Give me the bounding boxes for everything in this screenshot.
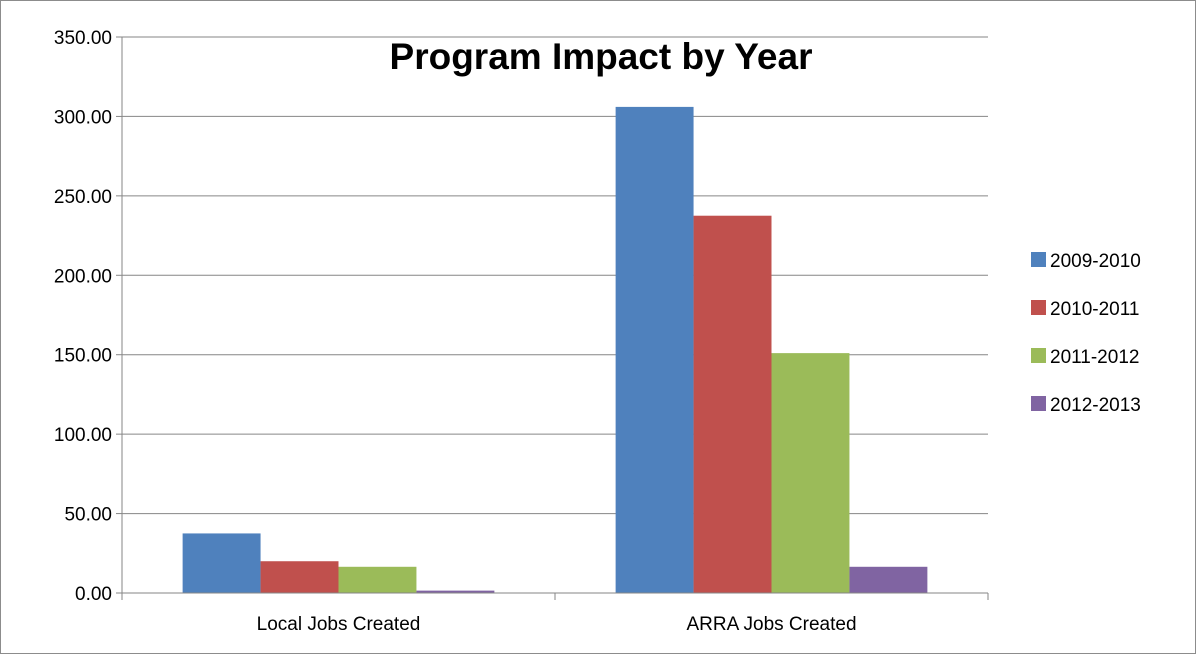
y-tick-label: 250.00 <box>54 187 112 208</box>
y-tick-labels: 0.00 50.00 100.00 150.00 200.00 250.00 300.00 3… <box>54 28 112 605</box>
x-category-labels: Local Jobs Created ARRA Jobs Created <box>257 614 857 635</box>
legend-label: 2011-2012 <box>1050 347 1139 368</box>
bar-2009-2010-local <box>182 533 261 593</box>
y-tick-label: 150.00 <box>54 346 112 367</box>
chart-title: Program Impact by Year <box>390 36 813 77</box>
y-tick-label: 0.00 <box>75 584 112 605</box>
legend-swatch <box>1031 252 1046 267</box>
legend-label: 2012-2013 <box>1050 395 1141 416</box>
bars <box>182 106 928 593</box>
bar-2010-2011-arra <box>693 215 772 593</box>
bar-2011-2012-arra <box>771 353 850 593</box>
x-category-label: Local Jobs Created <box>257 614 421 635</box>
legend-swatch <box>1031 396 1046 411</box>
bar-2012-2013-arra <box>849 566 928 593</box>
legend-swatch <box>1031 348 1046 363</box>
legend-label: 2009-2010 <box>1050 251 1141 272</box>
x-category-label: ARRA Jobs Created <box>686 614 856 635</box>
y-tick-label: 100.00 <box>54 425 112 446</box>
legend-label: 2010-2011 <box>1050 299 1139 320</box>
axes <box>116 36 989 600</box>
y-tick-label: 350.00 <box>54 28 112 49</box>
bar-2009-2010-arra <box>615 106 694 593</box>
y-tick-label: 50.00 <box>64 505 112 526</box>
bar-2010-2011-local <box>260 561 339 593</box>
legend-swatch <box>1031 300 1046 315</box>
gridlines <box>122 36 988 515</box>
y-tick-label: 200.00 <box>54 266 112 287</box>
bar-2012-2013-local <box>416 590 495 593</box>
bar-2011-2012-local <box>338 566 417 593</box>
legend: 2009-2010 2010-2011 2011-2012 2012-2013 <box>1031 251 1141 416</box>
y-tick-label: 300.00 <box>54 107 112 128</box>
